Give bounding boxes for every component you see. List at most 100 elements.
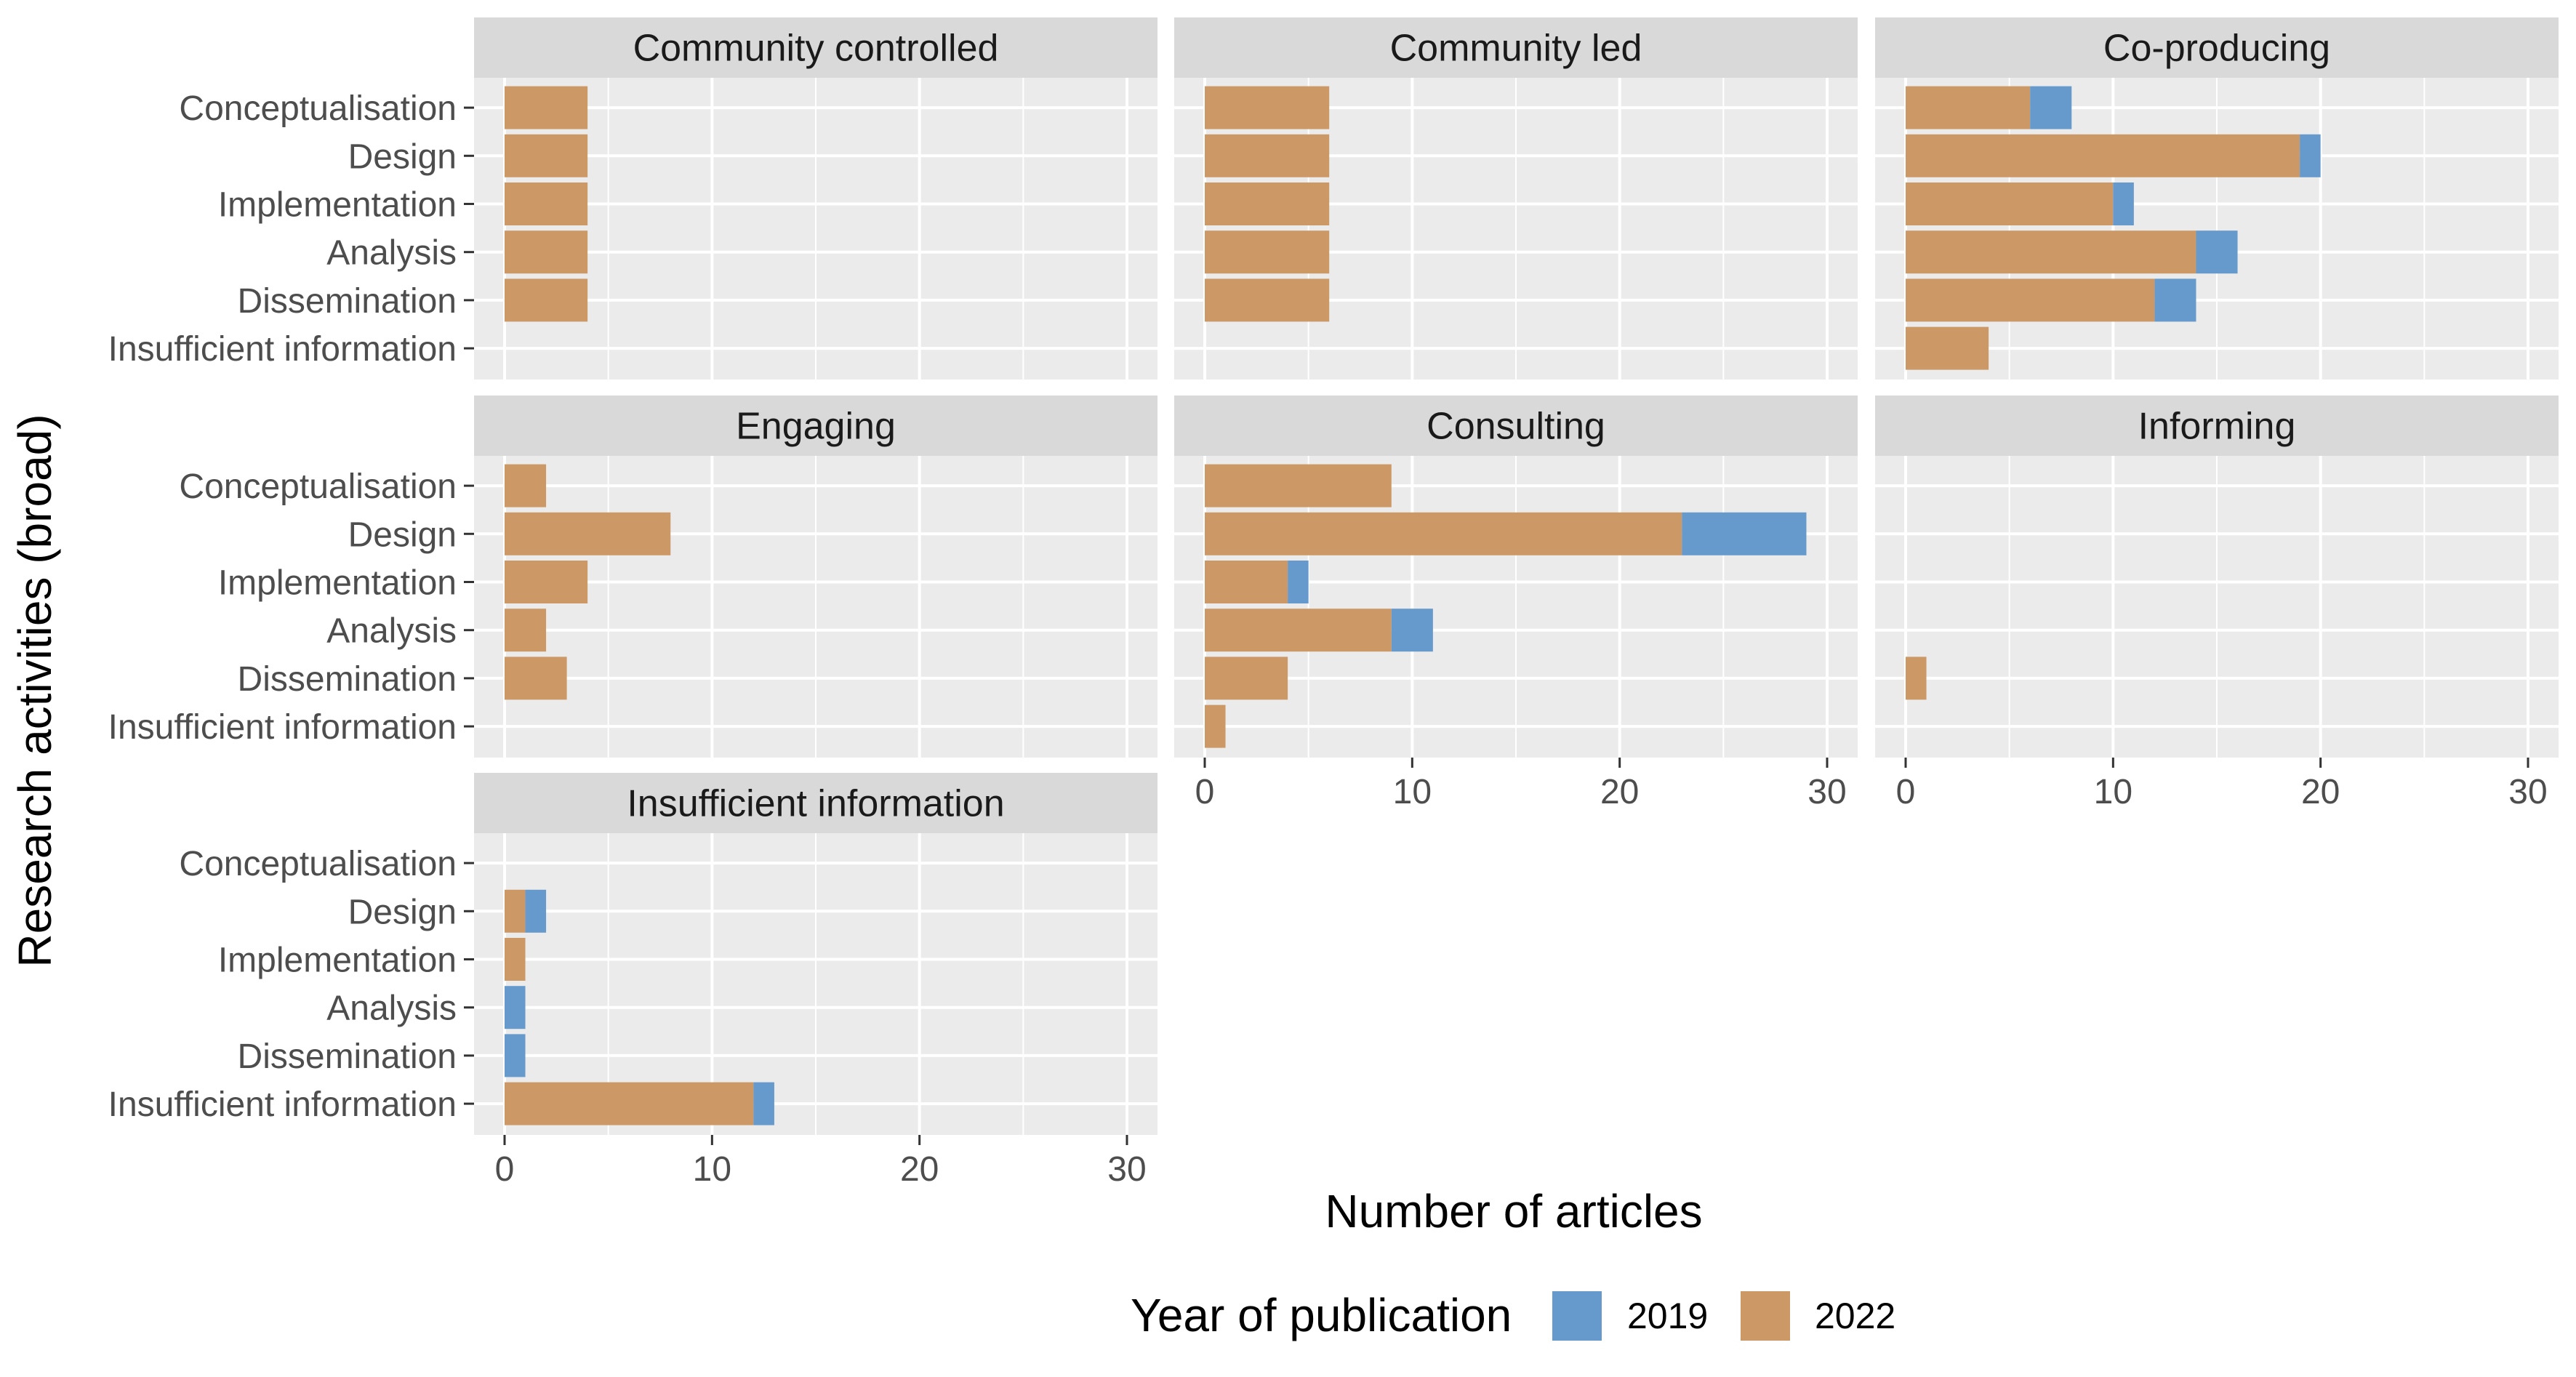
- x-tick-label-20: 20: [2301, 773, 2340, 811]
- bar-consulting-analysis-2022: [1205, 609, 1392, 652]
- facet-title: Consulting: [1427, 406, 1605, 448]
- x-tick-label-0: 0: [495, 1150, 515, 1189]
- facet-title: Community led: [1390, 28, 1642, 70]
- facet-title: Community controlled: [633, 28, 999, 70]
- facet-insufficient-information: Insufficient information: [474, 773, 1157, 1135]
- bar-consulting-analysis-2019: [1391, 609, 1433, 652]
- x-axis-title: Number of articles: [1325, 1185, 1702, 1237]
- bar-engaging-conceptualisation-2022: [505, 464, 547, 507]
- facet-strip: [474, 396, 1157, 456]
- bar-community-led-conceptualisation-2022: [1205, 86, 1330, 129]
- bar-insufficient-information-design-2019: [525, 889, 547, 933]
- category-label-conceptualisation: Conceptualisation: [179, 467, 457, 506]
- legend-swatch-2022: [1741, 1291, 1790, 1341]
- legend-title: Year of publication: [1131, 1289, 1512, 1341]
- category-label-design: Design: [348, 893, 457, 931]
- bar-community-controlled-analysis-2022: [505, 230, 588, 274]
- category-label-analysis: Analysis: [326, 234, 457, 273]
- bar-consulting-design-2019: [1682, 512, 1807, 555]
- x-tick-label-10: 10: [1393, 773, 1432, 811]
- panels-layer: Community controlled Community led Co-prod…: [474, 17, 2559, 1135]
- facet-informing: Informing: [1875, 396, 2559, 758]
- bar-insufficient-information-insufficient-information-2022: [505, 1082, 754, 1125]
- bar-community-controlled-dissemination-2022: [505, 278, 588, 322]
- bar-consulting-dissemination-2022: [1205, 657, 1288, 700]
- category-label-analysis: Analysis: [326, 612, 457, 651]
- bar-co-producing-implementation-2019: [2113, 182, 2134, 225]
- facet-community-led: Community led: [1174, 17, 1858, 380]
- bar-co-producing-design-2019: [2300, 134, 2321, 177]
- bar-co-producing-conceptualisation-2019: [2030, 86, 2072, 129]
- bar-insufficient-information-design-2022: [505, 889, 526, 933]
- bar-co-producing-implementation-2022: [1906, 182, 2114, 225]
- facet-strip: [474, 17, 1157, 78]
- category-label-dissemination: Dissemination: [238, 660, 457, 699]
- bar-community-led-analysis-2022: [1205, 230, 1330, 274]
- facet-consulting: Consulting: [1174, 396, 1858, 758]
- bar-community-led-dissemination-2022: [1205, 278, 1330, 322]
- legend: Year of publication 2019 2022: [1131, 1289, 1895, 1341]
- category-label-dissemination: Dissemination: [238, 1037, 457, 1076]
- x-tick-label-20: 20: [1600, 773, 1639, 811]
- x-tick-label-0: 0: [1195, 773, 1215, 811]
- facet-strip: [474, 773, 1157, 833]
- bar-insufficient-information-insufficient-information-2019: [753, 1082, 774, 1125]
- facet-community-controlled: Community controlled: [474, 17, 1157, 380]
- bar-co-producing-insufficient-information-2022: [1906, 326, 1989, 370]
- x-tick-label-30: 30: [1107, 1150, 1146, 1189]
- bar-consulting-conceptualisation-2022: [1205, 464, 1392, 507]
- facet-strip: [1875, 17, 2559, 78]
- category-label-dissemination: Dissemination: [238, 282, 457, 321]
- category-label-conceptualisation: Conceptualisation: [179, 845, 457, 883]
- facet-title: Co-producing: [2103, 28, 2330, 70]
- bar-insufficient-information-dissemination-2019: [505, 1034, 526, 1077]
- bar-engaging-design-2022: [505, 512, 671, 555]
- category-label-implementation: Implementation: [218, 186, 457, 225]
- category-label-conceptualisation: Conceptualisation: [179, 89, 457, 128]
- bar-informing-dissemination-2022: [1906, 657, 1927, 700]
- bar-insufficient-information-implementation-2022: [505, 938, 526, 981]
- bar-community-led-design-2022: [1205, 134, 1330, 177]
- bar-community-controlled-design-2022: [505, 134, 588, 177]
- bar-community-led-implementation-2022: [1205, 182, 1330, 225]
- facet-strip: [1174, 396, 1858, 456]
- category-label-implementation: Implementation: [218, 564, 457, 603]
- bar-co-producing-conceptualisation-2022: [1906, 86, 2031, 129]
- bar-engaging-dissemination-2022: [505, 657, 567, 700]
- facet-title: Engaging: [736, 406, 896, 448]
- category-label-insufficient-information: Insufficient information: [108, 330, 457, 369]
- bar-co-producing-dissemination-2019: [2154, 278, 2196, 322]
- bar-co-producing-analysis-2022: [1906, 230, 2196, 274]
- bar-co-producing-analysis-2019: [2196, 230, 2238, 274]
- legend-swatch-2019: [1552, 1291, 1602, 1341]
- facet-strip: [1174, 17, 1858, 78]
- category-label-insufficient-information: Insufficient information: [108, 708, 457, 747]
- bar-consulting-implementation-2022: [1205, 561, 1288, 603]
- bar-co-producing-dissemination-2022: [1906, 278, 2155, 322]
- bar-community-controlled-conceptualisation-2022: [505, 86, 588, 129]
- x-tick-label-30: 30: [2508, 773, 2547, 811]
- category-label-analysis: Analysis: [326, 989, 457, 1028]
- bar-insufficient-information-analysis-2019: [505, 986, 526, 1029]
- category-label-design: Design: [348, 137, 457, 176]
- bar-consulting-design-2022: [1205, 512, 1682, 555]
- facet-title: Insufficient information: [627, 783, 1004, 825]
- bar-co-producing-design-2022: [1906, 134, 2300, 177]
- category-label-insufficient-information: Insufficient information: [108, 1085, 457, 1124]
- legend-label-2019: 2019: [1627, 1296, 1708, 1336]
- bar-community-controlled-implementation-2022: [505, 182, 588, 225]
- bar-consulting-insufficient-information-2022: [1205, 704, 1226, 748]
- facet-engaging: Engaging: [474, 396, 1157, 758]
- legend-label-2022: 2022: [1815, 1296, 1895, 1336]
- y-axis-title: Research activities (broad): [9, 414, 61, 967]
- x-tick-label-20: 20: [900, 1150, 939, 1189]
- bar-consulting-implementation-2019: [1288, 561, 1309, 603]
- bar-engaging-implementation-2022: [505, 561, 588, 603]
- facet-title: Informing: [2138, 406, 2296, 448]
- category-label-implementation: Implementation: [218, 942, 457, 980]
- x-tick-label-30: 30: [1807, 773, 1846, 811]
- facet-co-producing: Co-producing: [1875, 17, 2559, 380]
- facet-strip: [1875, 396, 2559, 456]
